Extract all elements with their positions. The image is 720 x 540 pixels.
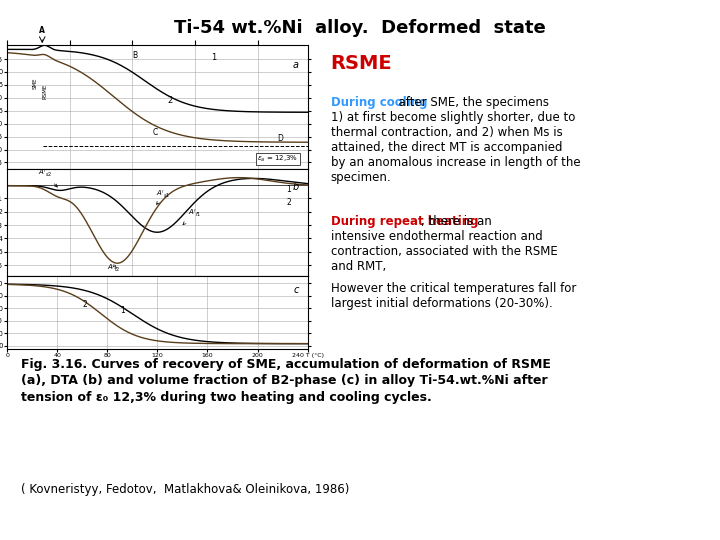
Text: D: D bbox=[277, 134, 283, 143]
Text: A: A bbox=[40, 26, 45, 35]
Text: 2: 2 bbox=[167, 96, 173, 105]
Text: $A'_{s1}$: $A'_{s1}$ bbox=[156, 189, 171, 205]
Text: a: a bbox=[292, 60, 299, 70]
Text: b: b bbox=[292, 182, 299, 192]
Text: During cooling: During cooling bbox=[330, 97, 427, 110]
Text: RSME: RSME bbox=[42, 84, 48, 99]
Text: $A'_{f2}$: $A'_{f2}$ bbox=[107, 263, 120, 274]
Text: Ti-54 wt.%Ni  alloy.  Deformed  state: Ti-54 wt.%Ni alloy. Deformed state bbox=[174, 19, 546, 37]
Text: RSME: RSME bbox=[330, 54, 392, 73]
Text: $A'_{f1}$: $A'_{f1}$ bbox=[183, 208, 202, 225]
Text: SME: SME bbox=[32, 77, 37, 89]
Text: 1: 1 bbox=[287, 185, 291, 194]
Text: ( Kovneristyy, Fedotov,  Matlakhova& Oleinikova, 1986): ( Kovneristyy, Fedotov, Matlakhova& Olei… bbox=[22, 483, 350, 496]
Text: 2: 2 bbox=[287, 198, 291, 207]
Text: 2: 2 bbox=[82, 300, 87, 309]
Text: Fig. 3.16. Curves of recovery of SME, accumulation of deformation of RSME
(a), D: Fig. 3.16. Curves of recovery of SME, ac… bbox=[22, 358, 552, 404]
Text: after SME, the specimens
1) at first become slightly shorter, due to
thermal con: after SME, the specimens 1) at first bec… bbox=[330, 97, 580, 185]
Text: 1: 1 bbox=[211, 53, 216, 62]
Text: , there is an
intensive endothermal reaction and
contraction, associated with th: , there is an intensive endothermal reac… bbox=[330, 215, 557, 273]
Text: $A'_{s2}$: $A'_{s2}$ bbox=[37, 168, 58, 187]
Text: $\varepsilon_a$ = 12,3%: $\varepsilon_a$ = 12,3% bbox=[258, 154, 299, 164]
Text: 1: 1 bbox=[120, 306, 125, 315]
Text: c: c bbox=[293, 285, 299, 295]
Text: During repeat heating: During repeat heating bbox=[330, 215, 478, 228]
Text: B: B bbox=[132, 51, 138, 60]
Text: C: C bbox=[152, 129, 158, 137]
Text: However the critical temperatures fall for
largest initial deformations (20-30%): However the critical temperatures fall f… bbox=[330, 282, 576, 310]
